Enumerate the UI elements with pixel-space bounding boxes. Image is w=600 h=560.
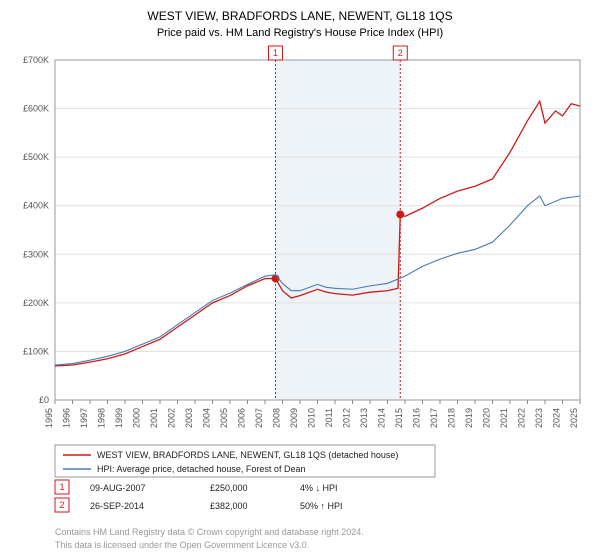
sale-delta: 4% ↓ HPI	[300, 483, 338, 493]
chart-title: WEST VIEW, BRADFORDS LANE, NEWENT, GL18 …	[147, 9, 452, 23]
sale-date: 26-SEP-2014	[90, 501, 144, 511]
x-tick-label: 2018	[447, 408, 457, 428]
sale-row-id: 2	[59, 500, 64, 510]
y-tick-label: £500K	[23, 152, 49, 162]
x-tick-label: 1996	[62, 408, 72, 428]
x-tick-label: 2010	[307, 408, 317, 428]
x-tick-label: 2002	[167, 408, 177, 428]
footnote: This data is licensed under the Open Gov…	[55, 540, 309, 550]
x-tick-label: 2005	[219, 408, 229, 428]
x-tick-label: 2016	[412, 408, 422, 428]
sale-price: £382,000	[210, 501, 248, 511]
y-tick-label: £100K	[23, 346, 49, 356]
x-tick-label: 2004	[202, 408, 212, 428]
y-tick-label: £600K	[23, 104, 49, 114]
highlight-band	[276, 60, 401, 400]
sale-date: 09-AUG-2007	[90, 483, 146, 493]
y-tick-label: £200K	[23, 298, 49, 308]
x-tick-label: 1999	[114, 408, 124, 428]
y-tick-label: £400K	[23, 201, 49, 211]
sale-marker-id: 2	[398, 48, 403, 58]
x-tick-label: 2017	[429, 408, 439, 428]
x-tick-label: 2007	[254, 408, 264, 428]
x-tick-label: 2001	[149, 408, 159, 428]
y-tick-label: £700K	[23, 55, 49, 65]
footnote: Contains HM Land Registry data © Crown c…	[55, 527, 364, 537]
x-tick-label: 2024	[552, 408, 562, 428]
x-tick-label: 2020	[482, 408, 492, 428]
x-tick-label: 2015	[394, 408, 404, 428]
x-tick-label: 2021	[499, 408, 509, 428]
x-tick-label: 2019	[464, 408, 474, 428]
x-tick-label: 2012	[342, 408, 352, 428]
x-tick-label: 1998	[97, 408, 107, 428]
x-tick-label: 2013	[359, 408, 369, 428]
x-tick-label: 2022	[517, 408, 527, 428]
x-tick-label: 2006	[237, 408, 247, 428]
x-tick-label: 1995	[44, 408, 54, 428]
sale-marker-id: 1	[273, 48, 278, 58]
sale-delta: 50% ↑ HPI	[300, 501, 343, 511]
legend-label: WEST VIEW, BRADFORDS LANE, NEWENT, GL18 …	[97, 450, 398, 460]
x-tick-label: 1997	[79, 408, 89, 428]
x-tick-label: 2009	[289, 408, 299, 428]
x-tick-label: 2023	[534, 408, 544, 428]
y-tick-label: £0	[39, 395, 49, 405]
x-tick-label: 2008	[272, 408, 282, 428]
x-tick-label: 2011	[324, 408, 334, 427]
price-chart: WEST VIEW, BRADFORDS LANE, NEWENT, GL18 …	[0, 0, 600, 560]
x-tick-label: 2000	[132, 408, 142, 428]
x-tick-label: 2014	[377, 408, 387, 428]
sale-price: £250,000	[210, 483, 248, 493]
chart-subtitle: Price paid vs. HM Land Registry's House …	[157, 27, 443, 39]
x-tick-label: 2025	[569, 408, 579, 428]
legend-label: HPI: Average price, detached house, Fore…	[97, 464, 305, 474]
sale-row-id: 1	[59, 482, 64, 492]
x-tick-label: 2003	[184, 408, 194, 428]
y-tick-label: £300K	[23, 249, 49, 259]
